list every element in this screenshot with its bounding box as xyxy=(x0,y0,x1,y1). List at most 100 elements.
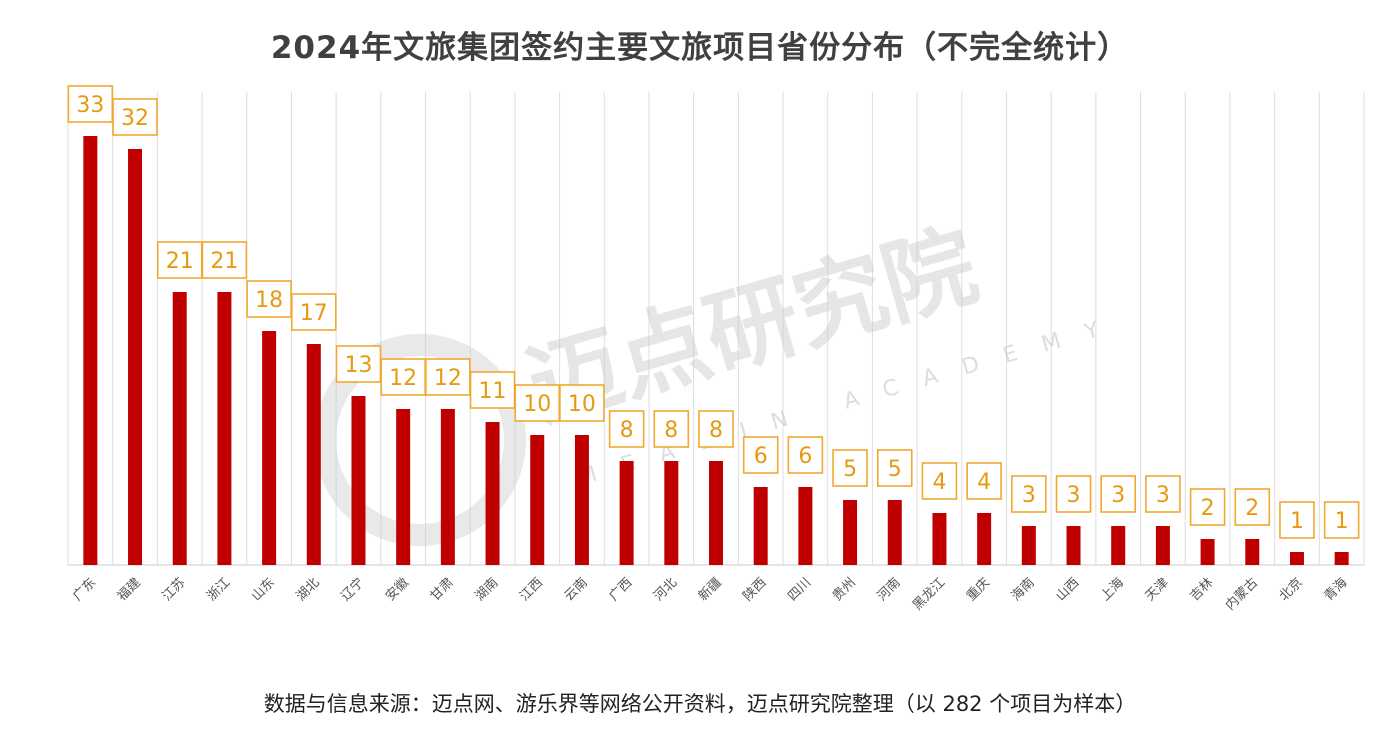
bar xyxy=(1245,539,1260,565)
data-label-text: 17 xyxy=(300,301,328,326)
bar xyxy=(843,500,858,565)
data-label: 12 xyxy=(380,358,426,396)
x-tick-label: 四川 xyxy=(785,575,814,604)
data-label-text: 1 xyxy=(1335,509,1349,534)
bar xyxy=(1021,526,1036,565)
x-tick-label: 海南 xyxy=(1008,575,1038,605)
x-tick-label: 重庆 xyxy=(963,575,993,605)
data-label-text: 4 xyxy=(977,470,991,495)
data-label: 8 xyxy=(698,410,734,448)
x-tick-label: 甘肃 xyxy=(428,575,457,604)
bar xyxy=(396,409,411,565)
bar xyxy=(83,136,98,565)
data-label: 10 xyxy=(514,384,561,422)
x-tick-label: 湖北 xyxy=(294,575,323,604)
x-tick-label: 新疆 xyxy=(695,575,725,605)
data-label: 3 xyxy=(1011,475,1047,513)
x-tick-label: 山西 xyxy=(1053,575,1082,604)
data-label: 2 xyxy=(1234,488,1271,526)
x-tick-label: 河北 xyxy=(651,575,680,604)
data-label-text: 3 xyxy=(1156,483,1170,508)
bar xyxy=(440,409,455,565)
gridlines xyxy=(67,92,1365,566)
x-tick-label: 江西 xyxy=(517,575,546,604)
x-tick-label: 湖南 xyxy=(472,575,502,605)
data-label-text: 11 xyxy=(479,379,507,404)
source-note: 数据与信息来源：迈点网、游乐界等网络公开资料，迈点研究院整理（以 282 个项目… xyxy=(263,692,1137,716)
data-label: 32 xyxy=(112,98,158,136)
x-tick-label: 贵州 xyxy=(830,575,859,604)
bar xyxy=(753,487,768,565)
x-tick-label: 青海 xyxy=(1321,575,1350,604)
data-label-text: 10 xyxy=(523,392,551,417)
bar xyxy=(709,461,723,565)
data-label: 5 xyxy=(876,449,913,487)
bar xyxy=(664,461,679,565)
bar xyxy=(798,487,813,565)
data-label: 11 xyxy=(469,371,516,409)
data-label: 1 xyxy=(1323,501,1360,539)
bar xyxy=(306,344,321,565)
bar xyxy=(351,396,366,565)
data-label-text: 3 xyxy=(1111,483,1125,508)
x-tick-label: 山东 xyxy=(249,575,278,604)
data-label: 3 xyxy=(1055,475,1092,513)
x-tick-label: 江苏 xyxy=(159,575,189,605)
bar xyxy=(977,513,992,565)
data-label: 3 xyxy=(1145,475,1181,513)
x-tick-label: 广东 xyxy=(70,575,99,604)
data-label: 2 xyxy=(1189,488,1226,526)
data-label-text: 21 xyxy=(166,249,194,274)
bar xyxy=(619,461,634,565)
x-tick-label: 广西 xyxy=(606,575,635,604)
data-label: 6 xyxy=(787,436,824,474)
bar xyxy=(530,435,545,565)
bar xyxy=(887,500,902,565)
data-label: 1 xyxy=(1279,501,1315,539)
bar xyxy=(262,331,277,565)
data-label-text: 18 xyxy=(255,288,283,313)
watermark-logo xyxy=(314,334,526,546)
x-tick-label: 河南 xyxy=(874,575,904,605)
x-tick-label: 安徽 xyxy=(383,575,412,604)
x-tick-label: 上海 xyxy=(1098,575,1127,604)
data-label-text: 3 xyxy=(1022,483,1036,508)
data-label: 18 xyxy=(246,280,292,318)
data-label-text: 12 xyxy=(434,366,462,391)
data-label-text: 21 xyxy=(210,249,238,274)
chart-title: 2024年文旅集团签约主要文旅项目省份分布（不完全统计） xyxy=(270,30,1130,66)
data-label-text: 5 xyxy=(843,457,857,482)
bar xyxy=(1066,526,1081,565)
data-label: 8 xyxy=(653,410,690,448)
data-label-text: 12 xyxy=(389,366,417,391)
data-label-text: 8 xyxy=(709,418,723,443)
data-label-text: 10 xyxy=(568,392,596,417)
x-tick-label: 云南 xyxy=(561,575,591,605)
data-label: 12 xyxy=(425,358,471,396)
data-label: 21 xyxy=(156,241,203,279)
data-label-text: 3 xyxy=(1067,483,1081,508)
data-label: 5 xyxy=(832,449,868,487)
data-label: 10 xyxy=(559,384,605,422)
x-tick-label: 内蒙古 xyxy=(1222,575,1261,614)
data-label-text: 32 xyxy=(121,106,149,131)
data-label-text: 33 xyxy=(76,93,104,118)
data-label-text: 6 xyxy=(754,444,768,469)
data-label: 33 xyxy=(67,85,114,123)
bar xyxy=(217,292,232,565)
data-label-text: 5 xyxy=(888,457,902,482)
bar xyxy=(1289,552,1304,565)
bars xyxy=(83,136,1349,565)
data-label: 4 xyxy=(966,462,1002,500)
data-label: 21 xyxy=(201,241,248,279)
data-label: 8 xyxy=(608,410,645,448)
x-tick-label: 天津 xyxy=(1143,575,1172,604)
data-label-text: 13 xyxy=(344,353,372,378)
bar xyxy=(172,292,187,565)
bar xyxy=(1155,526,1170,565)
data-label: 13 xyxy=(335,345,382,383)
data-label: 3 xyxy=(1100,475,1137,513)
data-label: 4 xyxy=(921,462,958,500)
